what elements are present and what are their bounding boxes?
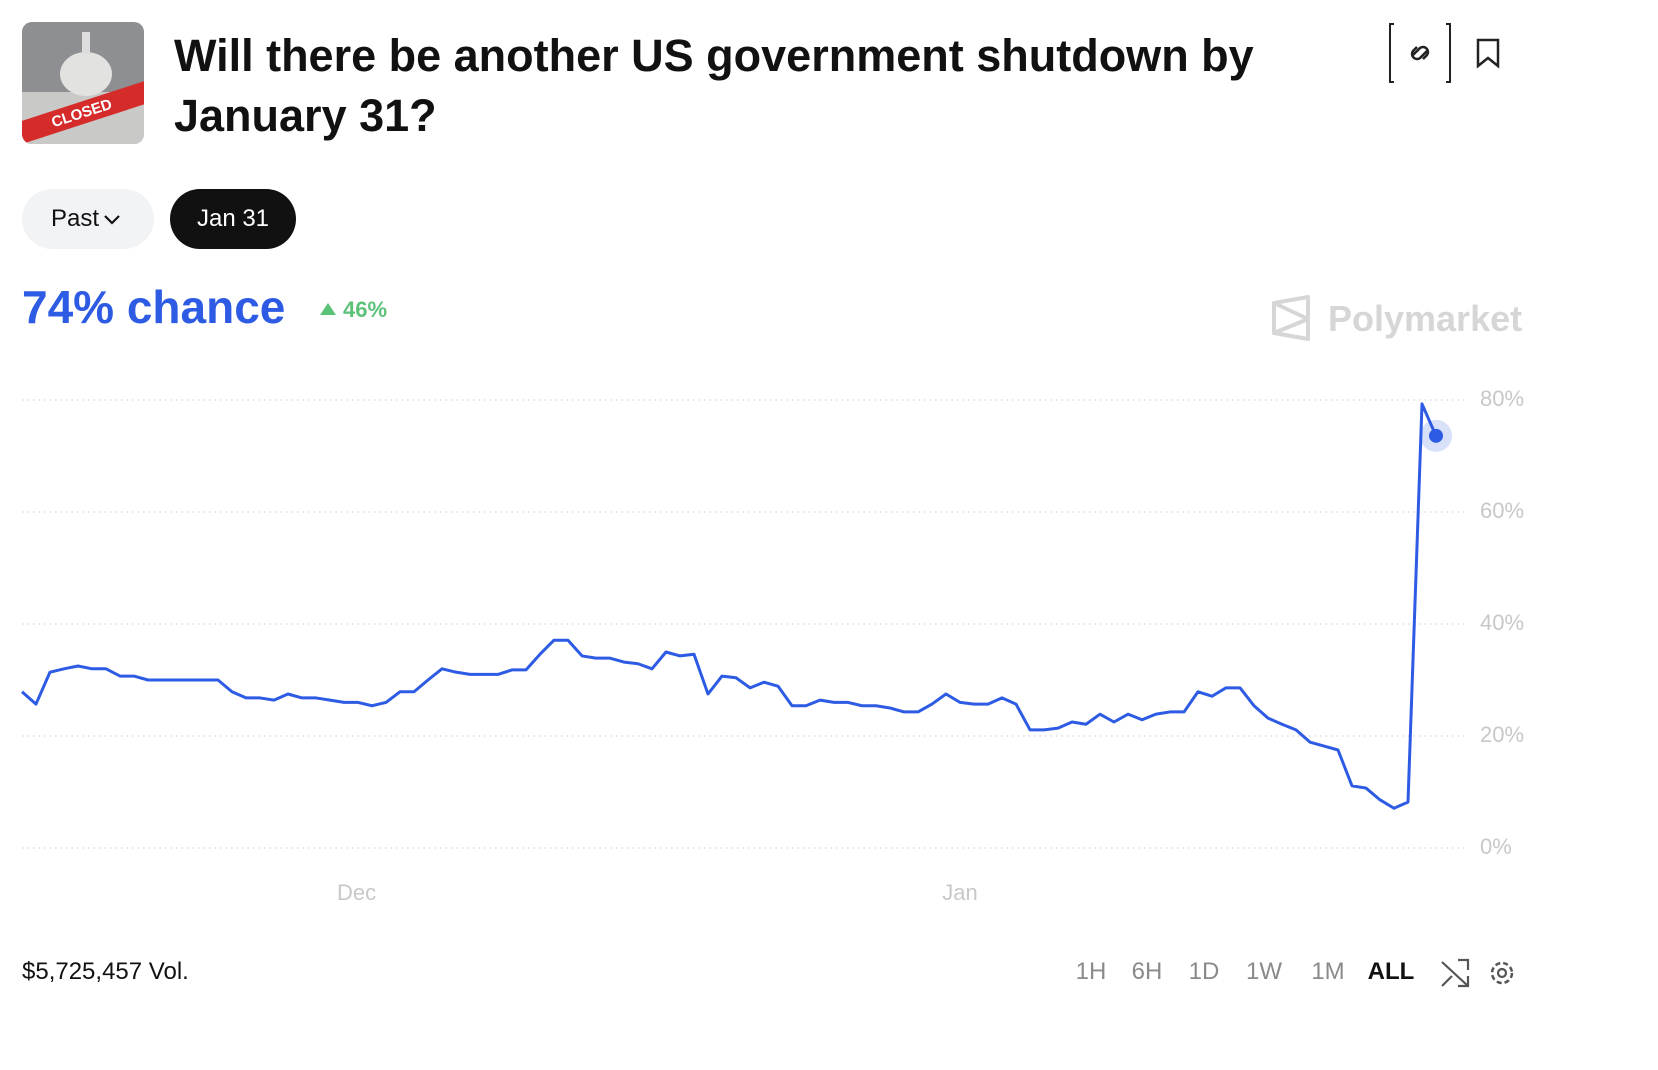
x-tick-label: Dec [337,880,376,905]
date-filter[interactable]: Jan 31 [170,189,296,249]
market-image: CLOSED [22,22,144,144]
past-filter[interactable]: Past [22,189,154,249]
chart: 0% 20% 40% 60% 80% Dec Jan [21,386,1524,905]
up-arrow [320,303,336,315]
timeframe-button[interactable]: 1D [1188,958,1220,985]
chance: 74% chance [22,281,286,333]
y-tick-label: 80% [1480,386,1524,411]
y-tick-label: 40% [1480,610,1524,635]
y-tick-label: 20% [1480,722,1524,747]
chart-tools [1441,958,1514,988]
price-line [21,402,1438,810]
dome [60,52,112,96]
change: 46% [343,297,388,322]
timeframe-button[interactable]: ALL [1367,958,1415,985]
market-title: Will there be another US government shut… [174,30,1254,141]
brand-logo [1272,295,1310,341]
market-image-art: CLOSED [22,22,144,144]
chevron [104,215,120,225]
timeframe-button[interactable]: 1W [1246,958,1282,985]
settings-hub [1496,967,1508,979]
spire [82,32,90,54]
link-icon [1410,45,1430,61]
actions [1389,23,1500,83]
past-label: Past [50,205,100,232]
x-tick-label: Jan [942,880,977,905]
last-point [1429,428,1443,443]
y-tick-label: 0% [1480,834,1512,859]
bookmark-button[interactable] [1476,38,1500,69]
banner [22,77,144,144]
settings-button[interactable] [1490,961,1514,985]
volume: $5,725,457 Vol. [22,958,189,985]
date-label: Jan 31 [196,205,270,232]
shuffle-button[interactable] [1441,958,1470,988]
brand: Polymarket [1328,298,1523,339]
timeframe-button[interactable]: 1M [1311,958,1345,985]
timeframe-button[interactable]: 1H [1075,958,1107,985]
timeframe-button[interactable]: 6H [1131,958,1163,985]
link-button[interactable] [1389,23,1451,83]
y-tick-label: 60% [1480,498,1524,523]
